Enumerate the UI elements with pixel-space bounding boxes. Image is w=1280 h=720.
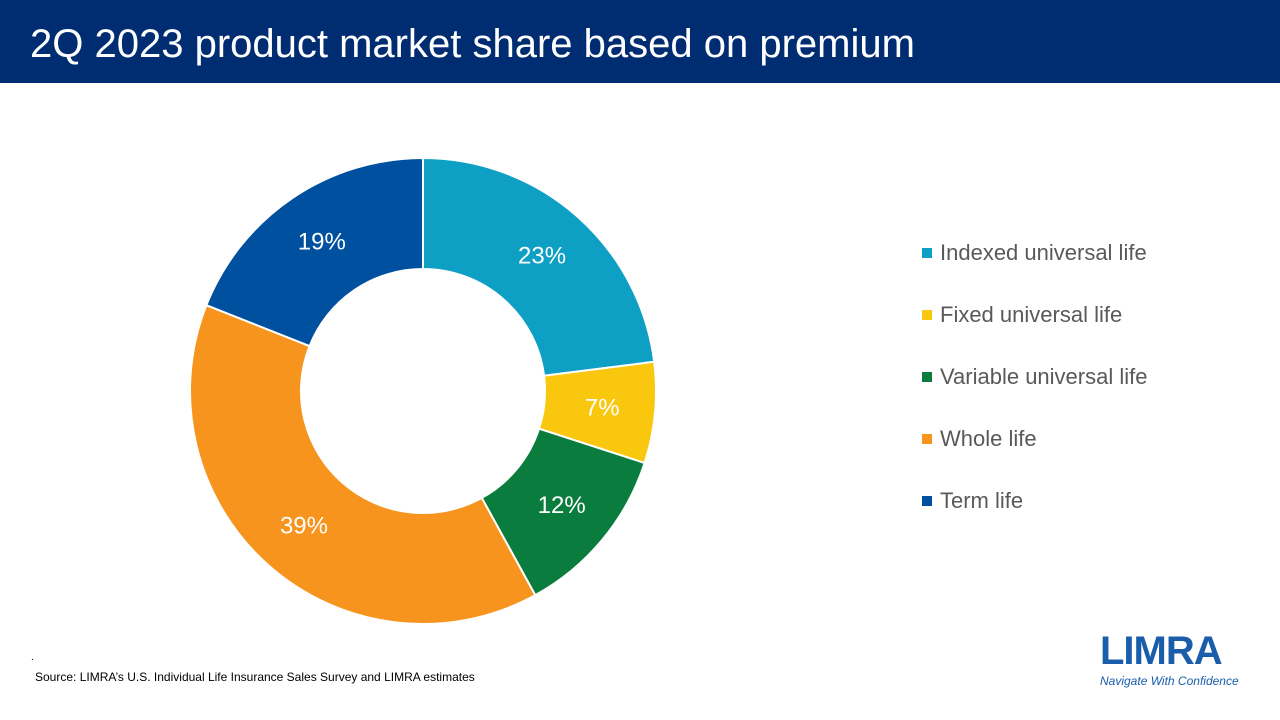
limra-logo: LIMRA Navigate With Confidence bbox=[1098, 628, 1248, 690]
donut-chart: 23% 7% 12% 39% 19% bbox=[189, 156, 657, 625]
legend-item: Term life bbox=[922, 484, 1262, 546]
legend-swatch bbox=[922, 310, 932, 320]
legend-swatch bbox=[922, 248, 932, 258]
slice-term-life bbox=[205, 156, 424, 348]
page-title: 2Q 2023 product market share based on pr… bbox=[30, 22, 915, 66]
chart-legend: Indexed universal life Fixed universal li… bbox=[922, 236, 1262, 546]
data-label: 39% bbox=[280, 513, 328, 540]
data-label: 19% bbox=[298, 229, 346, 256]
slice-whole-life bbox=[189, 303, 537, 625]
legend-item: Variable universal life bbox=[922, 360, 1262, 422]
legend-label: Term life bbox=[940, 488, 1024, 513]
logo-tagline: Navigate With Confidence bbox=[1100, 674, 1239, 688]
logo-wordmark: LIMRA bbox=[1100, 629, 1223, 673]
legend-swatch bbox=[922, 496, 932, 506]
legend-label: Whole life bbox=[940, 426, 1037, 451]
legend-label: Variable universal life bbox=[940, 364, 1148, 389]
legend-item: Whole life bbox=[922, 422, 1262, 484]
source-mark: . bbox=[31, 652, 34, 663]
legend-item: Indexed universal life bbox=[922, 236, 1262, 298]
slice-indexed-universal-life bbox=[422, 156, 656, 377]
legend-label: Fixed universal life bbox=[940, 302, 1123, 327]
data-label: 7% bbox=[585, 394, 620, 421]
legend-label: Indexed universal life bbox=[940, 240, 1147, 265]
data-label: 12% bbox=[538, 492, 586, 519]
legend-item: Fixed universal life bbox=[922, 298, 1262, 360]
source-note: Source: LIMRA’s U.S. Individual Life Ins… bbox=[35, 670, 475, 684]
data-label: 23% bbox=[518, 242, 566, 269]
title-bar: 2Q 2023 product market share based on pr… bbox=[0, 0, 1280, 83]
legend-swatch bbox=[922, 434, 932, 444]
legend-swatch bbox=[922, 372, 932, 382]
